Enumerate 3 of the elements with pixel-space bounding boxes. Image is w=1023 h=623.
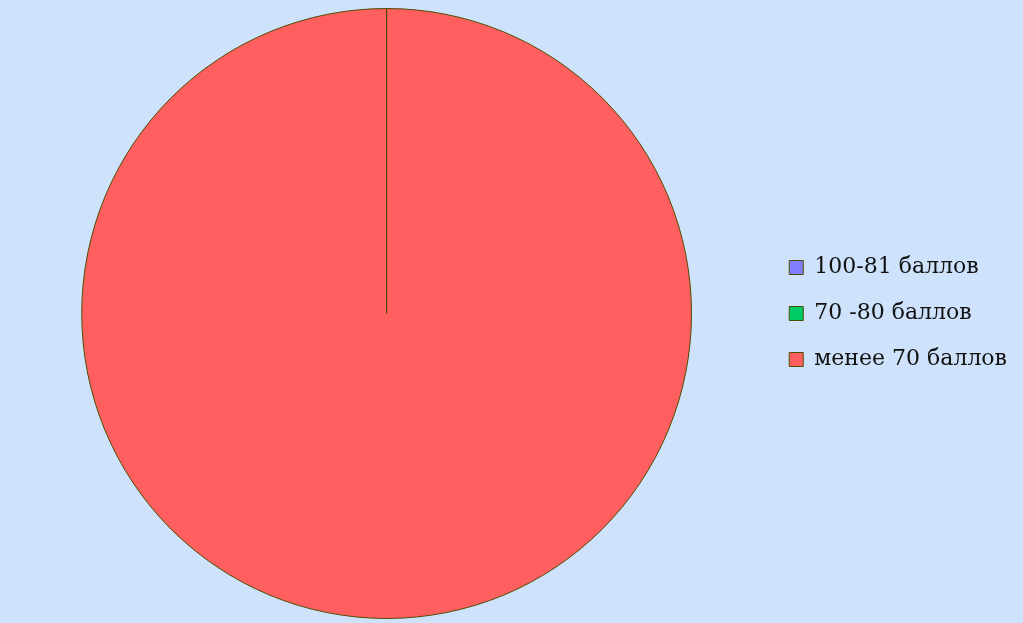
legend-label: менее 70 баллов — [814, 345, 1008, 371]
legend-label: 70 -80 баллов — [814, 299, 972, 325]
legend-label: 100-81 баллов — [814, 253, 979, 279]
